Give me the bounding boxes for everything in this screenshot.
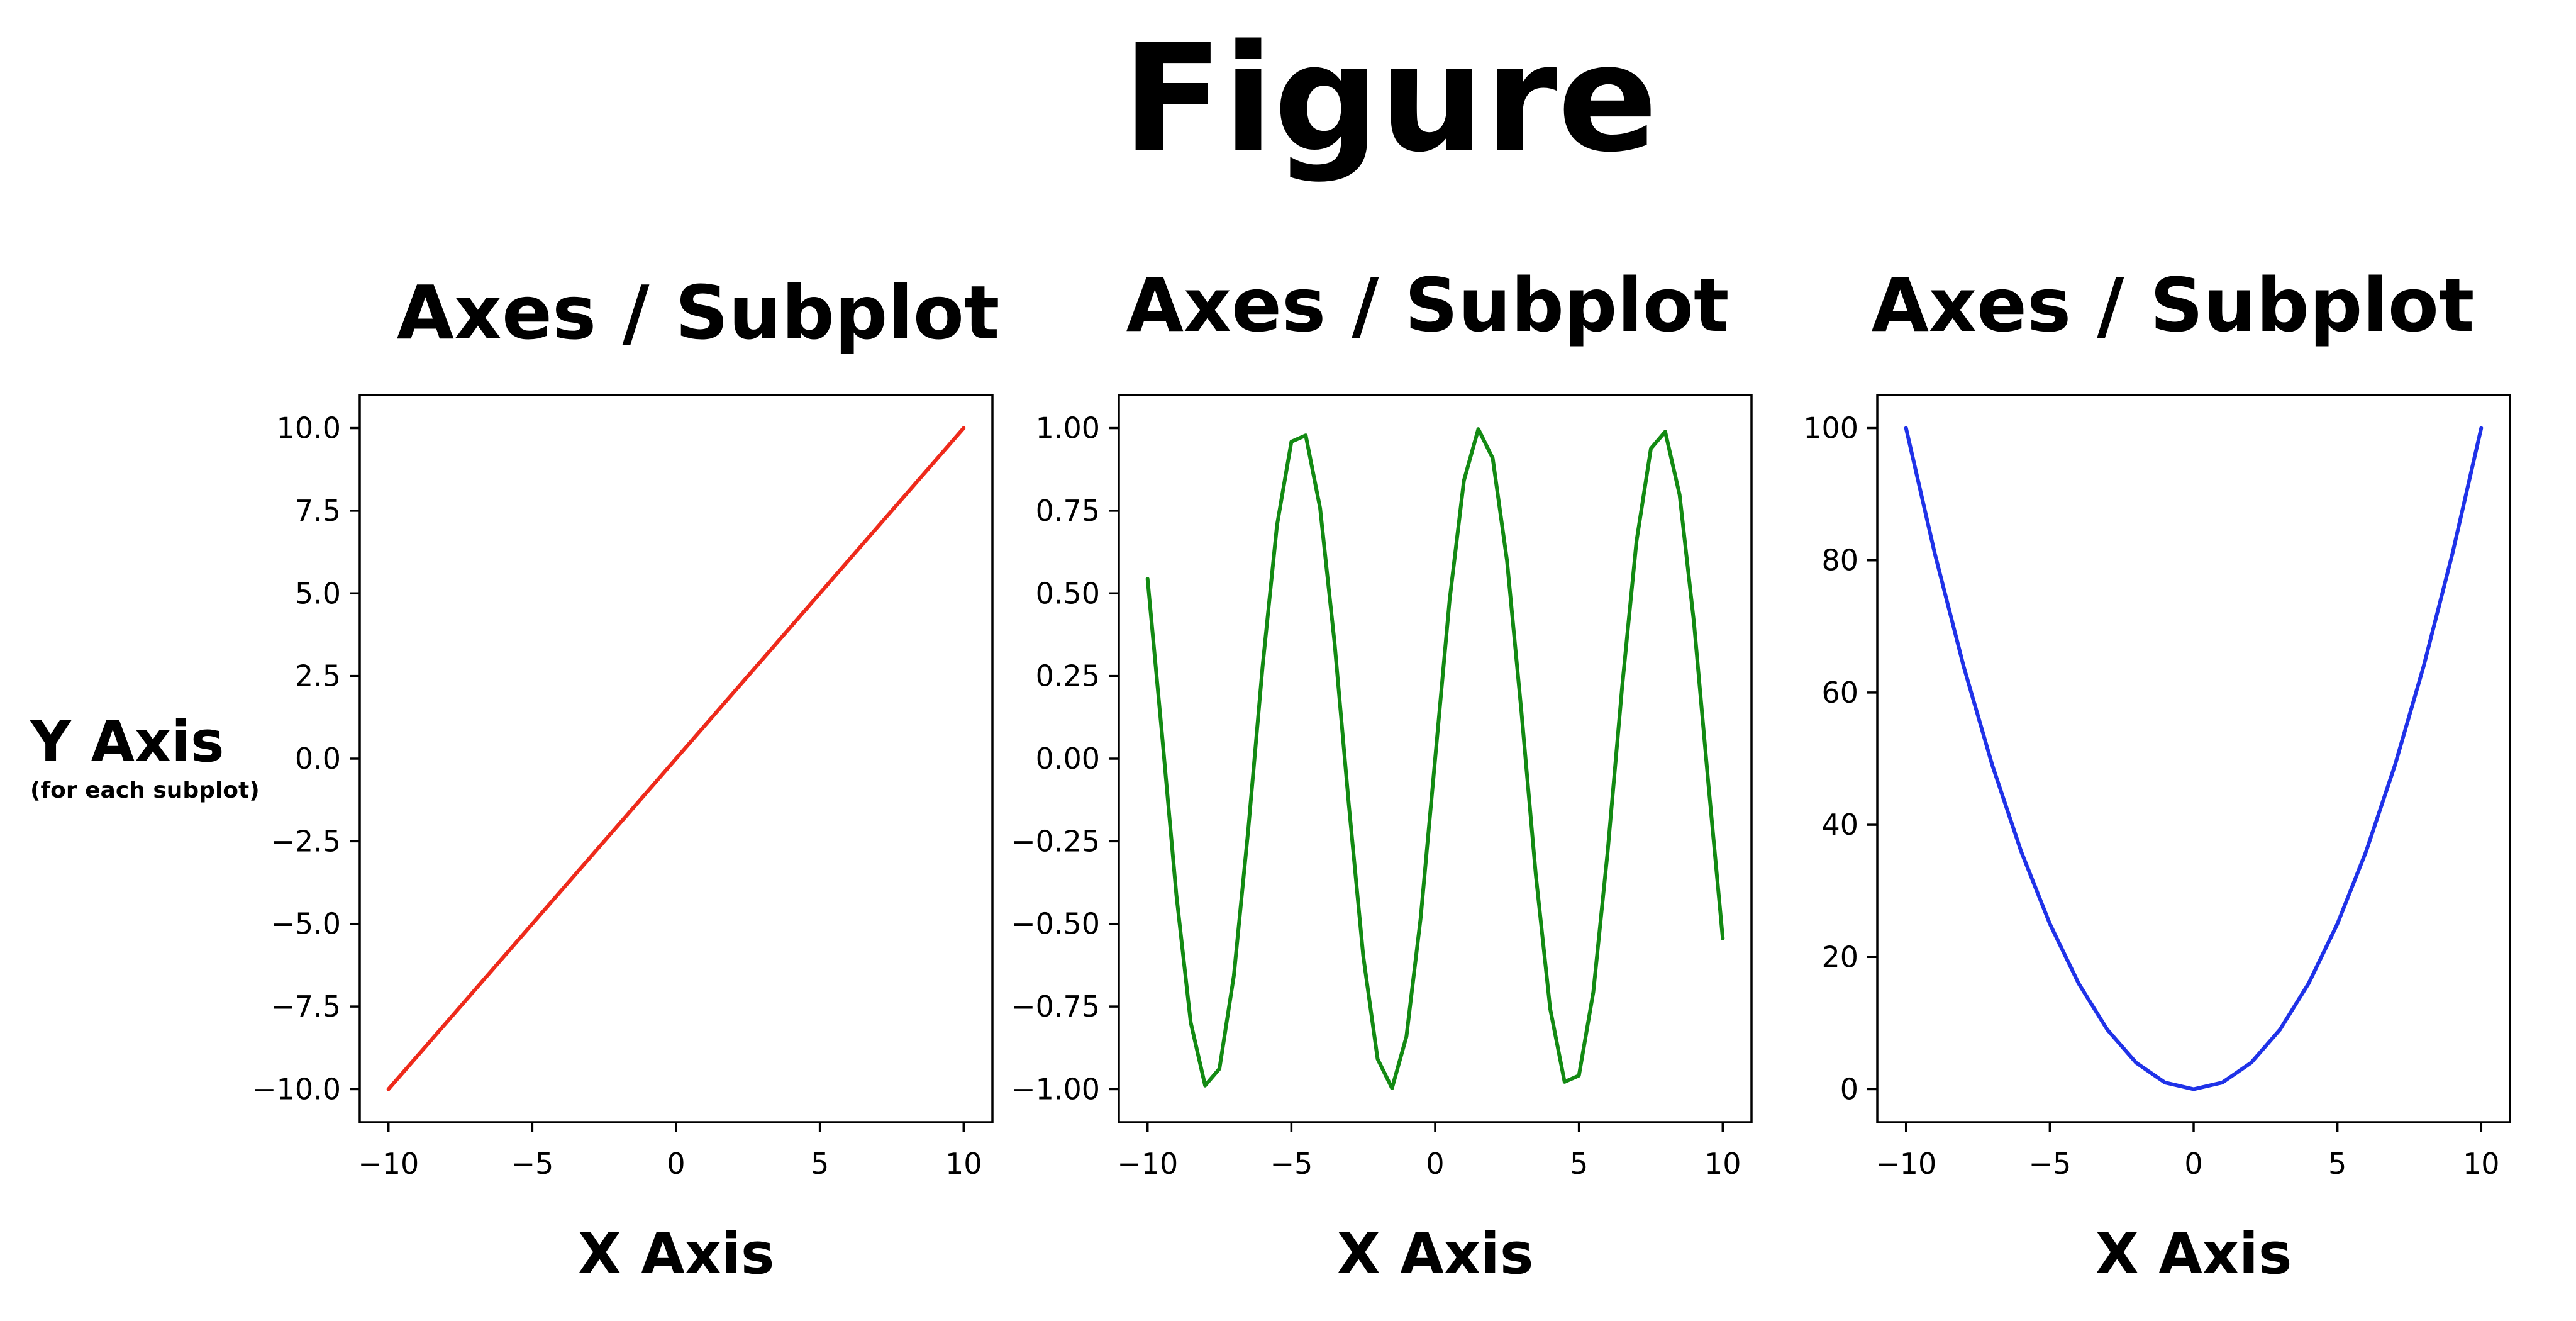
- subplots-layer: Axes / Subplot −10 −5 0 5 10 −10.0 −7.5 −5.0 −2.5…: [252, 262, 2511, 1287]
- x-tick-label: 10: [2463, 1147, 2500, 1181]
- subplot-2-series-line: [1145, 427, 1725, 1090]
- y-tick-label: 0.00: [1036, 742, 1100, 776]
- y-tick-label: 0.0: [295, 742, 341, 776]
- y-tick-label: −5.0: [270, 907, 341, 941]
- subplot-3-frame: [1876, 394, 2511, 1123]
- y-tick-label: 0.75: [1036, 494, 1100, 528]
- x-tick-label: −10: [1875, 1147, 1936, 1181]
- y-tick-label: −0.50: [1011, 907, 1100, 941]
- y-tick-label: 20: [1821, 940, 1858, 974]
- y-tick-label: −10.0: [252, 1072, 341, 1106]
- y-tick-label: 0.50: [1036, 576, 1100, 610]
- y-tick-label: −0.25: [1011, 824, 1100, 858]
- y-tick-label: 100: [1803, 411, 1858, 445]
- y-tick-label: −0.75: [1011, 989, 1100, 1023]
- y-tick-label: 60: [1821, 676, 1858, 710]
- subplot-3-x-axis-label: X Axis: [2096, 1221, 2292, 1287]
- subplot-3-title: Axes / Subplot: [1872, 262, 2475, 348]
- y-tick-label: 2.5: [295, 659, 341, 693]
- y-tick-label: 80: [1821, 543, 1858, 577]
- subplot-2-title: Axes / Subplot: [1126, 262, 1729, 348]
- x-tick-label: 5: [811, 1147, 829, 1181]
- subplot-2-x-axis-label: X Axis: [1337, 1221, 1534, 1287]
- y-tick-label: 0.25: [1036, 659, 1100, 693]
- x-tick-label: 0: [1426, 1147, 1444, 1181]
- y-tick-label: 10.0: [277, 411, 341, 445]
- x-tick-label: −10: [358, 1147, 419, 1181]
- figure-title: Figure: [1122, 13, 1658, 185]
- x-tick-label: 0: [2184, 1147, 2202, 1181]
- x-tick-label: 5: [1570, 1147, 1588, 1181]
- y-tick-label: 0: [1840, 1072, 1858, 1106]
- y-tick-label: −1.00: [1011, 1072, 1100, 1106]
- x-tick-label: −5: [511, 1147, 553, 1181]
- subplot-1-title: Axes / Subplot: [397, 269, 1000, 356]
- subplot-1: Axes / Subplot −10 −5 0 5 10 −10.0 −7.5 −5.0 −2.5…: [252, 269, 999, 1287]
- x-tick-label: −5: [1270, 1147, 1313, 1181]
- x-tick-label: 0: [667, 1147, 685, 1181]
- x-tick-label: −5: [2028, 1147, 2071, 1181]
- x-tick-label: 10: [945, 1147, 982, 1181]
- subplot-1-series-line: [386, 426, 966, 1091]
- subplot-1-x-axis-label: X Axis: [578, 1221, 775, 1287]
- subplot-3-series-line: [1904, 426, 2484, 1091]
- y-tick-label: 40: [1821, 808, 1858, 842]
- y-tick-label: −2.5: [270, 824, 341, 858]
- figure-y-axis-label: Y Axis: [30, 709, 225, 775]
- y-tick-label: 1.00: [1036, 411, 1100, 445]
- y-tick-label: 7.5: [295, 494, 341, 528]
- x-tick-label: 5: [2328, 1147, 2346, 1181]
- x-tick-label: 10: [1704, 1147, 1741, 1181]
- x-tick-label: −10: [1117, 1147, 1178, 1181]
- y-tick-label: −7.5: [270, 989, 341, 1023]
- subplot-2: Axes / Subplot −10 −5 0 5 10 −1.00 −0.75 −0.50 −0…: [1011, 262, 1753, 1287]
- figure-y-axis-note: (for each subplot): [30, 778, 260, 803]
- y-tick-label: 5.0: [295, 576, 341, 610]
